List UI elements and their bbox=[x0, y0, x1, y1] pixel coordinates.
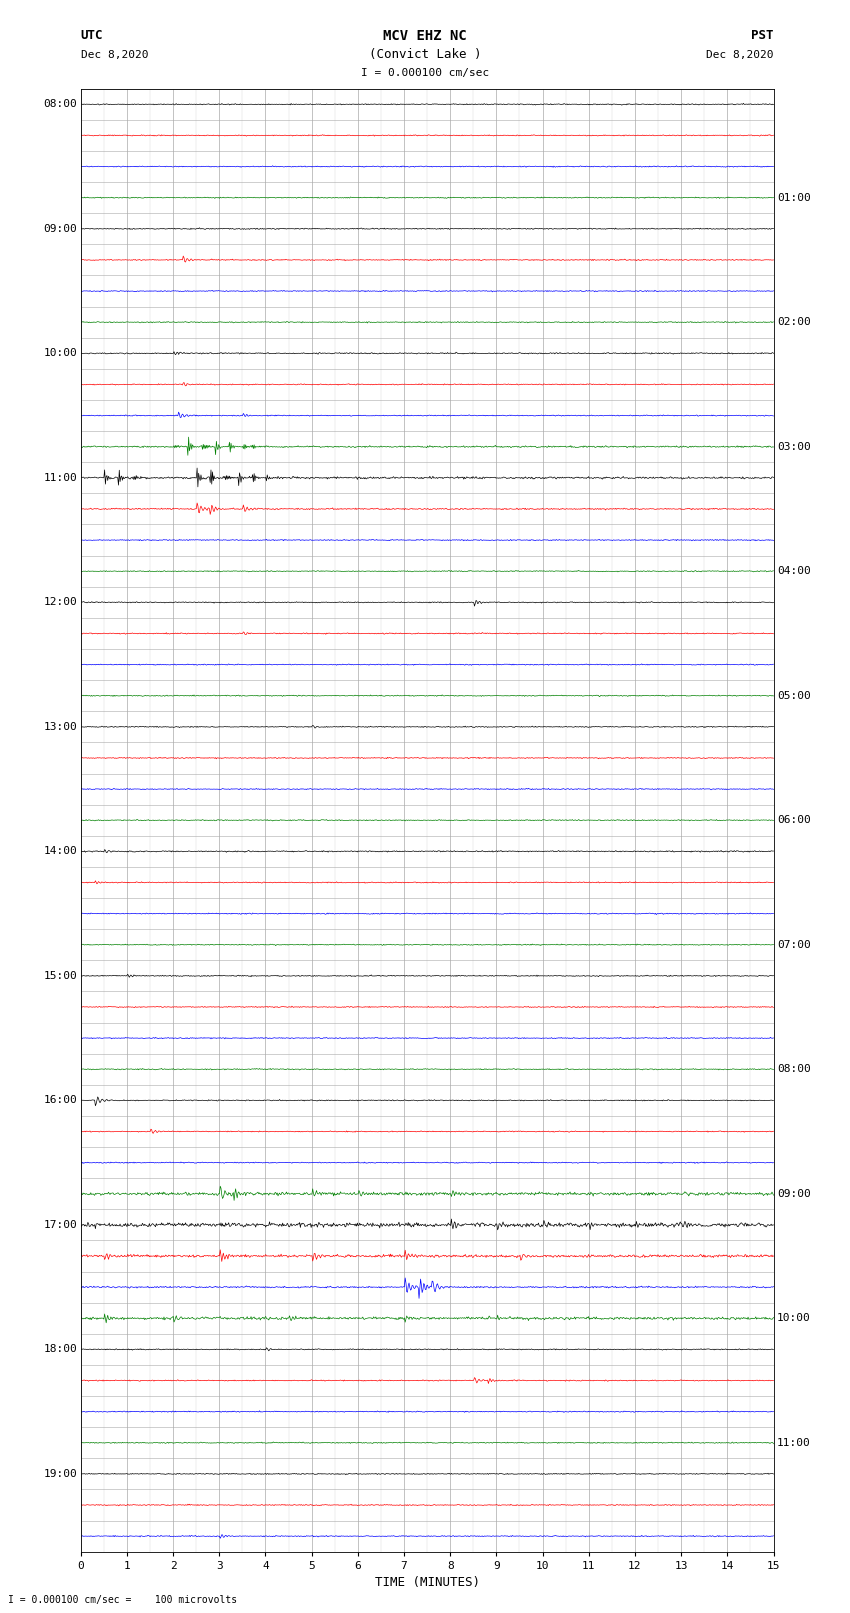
Text: I = 0.000100 cm/sec =    100 microvolts: I = 0.000100 cm/sec = 100 microvolts bbox=[8, 1595, 238, 1605]
Text: 10:00: 10:00 bbox=[777, 1313, 811, 1323]
Text: 03:00: 03:00 bbox=[777, 442, 811, 452]
Text: Dec 8,2020: Dec 8,2020 bbox=[81, 50, 148, 60]
X-axis label: TIME (MINUTES): TIME (MINUTES) bbox=[375, 1576, 479, 1589]
Text: 17:00: 17:00 bbox=[43, 1219, 77, 1229]
Text: UTC: UTC bbox=[81, 29, 103, 42]
Text: I = 0.000100 cm/sec: I = 0.000100 cm/sec bbox=[361, 68, 489, 77]
Text: 11:00: 11:00 bbox=[43, 473, 77, 482]
Text: 15:00: 15:00 bbox=[43, 971, 77, 981]
Text: Dec 8,2020: Dec 8,2020 bbox=[706, 50, 774, 60]
Text: 08:00: 08:00 bbox=[777, 1065, 811, 1074]
Text: 12:00: 12:00 bbox=[43, 597, 77, 608]
Text: 02:00: 02:00 bbox=[777, 318, 811, 327]
Text: 06:00: 06:00 bbox=[777, 815, 811, 826]
Text: 05:00: 05:00 bbox=[777, 690, 811, 700]
Text: (Convict Lake ): (Convict Lake ) bbox=[369, 48, 481, 61]
Text: PST: PST bbox=[751, 29, 774, 42]
Text: 09:00: 09:00 bbox=[43, 224, 77, 234]
Text: 10:00: 10:00 bbox=[43, 348, 77, 358]
Text: 14:00: 14:00 bbox=[43, 847, 77, 857]
Text: 11:00: 11:00 bbox=[777, 1437, 811, 1448]
Text: 19:00: 19:00 bbox=[43, 1469, 77, 1479]
Text: 01:00: 01:00 bbox=[777, 192, 811, 203]
Text: 18:00: 18:00 bbox=[43, 1344, 77, 1355]
Text: 07:00: 07:00 bbox=[777, 940, 811, 950]
Text: 04:00: 04:00 bbox=[777, 566, 811, 576]
Text: MCV EHZ NC: MCV EHZ NC bbox=[383, 29, 467, 44]
Text: 16:00: 16:00 bbox=[43, 1095, 77, 1105]
Text: 13:00: 13:00 bbox=[43, 723, 77, 732]
Text: 08:00: 08:00 bbox=[43, 100, 77, 110]
Text: 09:00: 09:00 bbox=[777, 1189, 811, 1198]
